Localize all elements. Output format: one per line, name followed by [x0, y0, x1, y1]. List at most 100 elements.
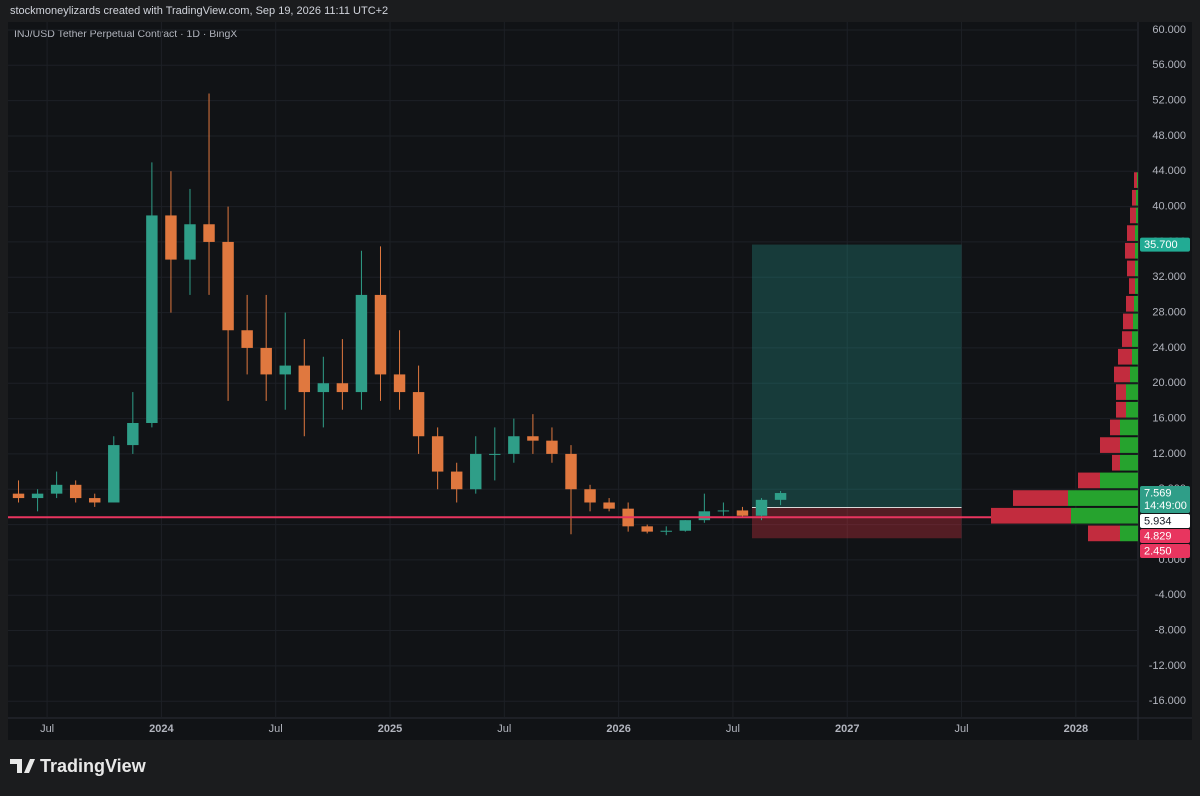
candle-body	[355, 294, 368, 393]
volume-down	[991, 507, 1071, 524]
chart-area	[8, 22, 1192, 740]
price-label-bg	[1140, 514, 1190, 529]
candle-body	[31, 493, 44, 499]
candle-body	[374, 294, 387, 375]
candle-body	[241, 330, 253, 348]
volume-up	[1130, 366, 1138, 383]
logo: TradingView	[10, 756, 147, 776]
volume-down	[1088, 525, 1120, 542]
candle-body	[717, 510, 730, 512]
x-tick-label: Jul	[269, 723, 283, 735]
candle-body	[298, 365, 311, 393]
candle-body	[260, 347, 272, 375]
volume-down	[1127, 260, 1135, 277]
x-tick-label: 2025	[378, 723, 402, 735]
candle-body	[184, 224, 196, 260]
price-label: 35.700	[1144, 239, 1178, 251]
y-tick-label: -16.000	[1149, 695, 1186, 707]
volume-up	[1136, 207, 1138, 224]
price-label-bg	[1140, 544, 1190, 559]
x-tick-label: 2026	[606, 723, 630, 735]
volume-up	[1071, 507, 1138, 524]
candle-body	[584, 489, 596, 503]
volume-up	[1120, 454, 1138, 471]
y-tick-label: 12.000	[1152, 448, 1186, 460]
y-tick-label: 60.000	[1152, 24, 1186, 36]
x-tick-label: Jul	[497, 723, 511, 735]
volume-down	[1100, 437, 1120, 453]
y-tick-label: 28.000	[1152, 306, 1186, 318]
candle-body	[50, 484, 63, 494]
volume-up	[1135, 225, 1138, 241]
candle-body	[698, 511, 711, 521]
y-tick-label: 48.000	[1152, 130, 1186, 142]
candle-body	[641, 526, 653, 532]
volume-down	[1114, 366, 1130, 383]
y-tick-label: 32.000	[1152, 271, 1186, 283]
candle-body	[222, 241, 234, 331]
y-tick-label: -12.000	[1149, 660, 1186, 672]
volume-down	[1116, 384, 1126, 400]
candle-body	[203, 224, 215, 242]
y-tick-label: 56.000	[1152, 59, 1186, 71]
y-tick-label: 44.000	[1152, 165, 1186, 177]
volume-down	[1129, 278, 1135, 294]
volume-up	[1126, 401, 1138, 418]
volume-down	[1118, 348, 1132, 365]
volume-down	[1122, 331, 1132, 347]
candle-body	[317, 383, 330, 393]
y-tick-label: 16.000	[1152, 412, 1186, 424]
volume-up	[1137, 172, 1138, 188]
position-profit-zone	[751, 244, 962, 508]
volume-down	[1123, 313, 1133, 330]
position-loss-zone	[751, 507, 962, 539]
volume-down	[1127, 225, 1135, 241]
candle-body	[774, 493, 787, 500]
candle-body	[336, 383, 349, 393]
chart-title: INJ/USD Tether Perpetual Contract · 1D ·…	[14, 28, 237, 40]
volume-up	[1120, 419, 1138, 436]
price-label: 4.829	[1144, 530, 1172, 542]
volume-down	[1134, 172, 1137, 188]
volume-down	[1112, 454, 1120, 471]
countdown: 14:49:00	[1144, 500, 1187, 512]
volume-up	[1134, 295, 1138, 312]
volume-up	[1136, 189, 1138, 206]
volume-up	[1132, 331, 1138, 347]
x-tick-label: Jul	[955, 723, 969, 735]
price-label-bg	[1140, 237, 1190, 252]
volume-up	[1135, 242, 1138, 259]
volume-down	[1130, 207, 1136, 224]
y-tick-label: 20.000	[1152, 377, 1186, 389]
volume-up	[1068, 490, 1138, 506]
price-label-bg	[1140, 529, 1190, 544]
volume-up	[1120, 525, 1138, 542]
candle-body	[546, 440, 558, 454]
volume-up	[1126, 384, 1138, 400]
volume-down	[1116, 401, 1126, 418]
x-tick-label: Jul	[40, 723, 54, 735]
candle-body	[165, 215, 177, 260]
candle-body	[736, 510, 749, 516]
candle-body	[12, 493, 25, 499]
volume-up	[1132, 348, 1138, 365]
candle-body	[89, 498, 101, 503]
x-tick-label: Jul	[726, 723, 740, 735]
price-label-bg	[1140, 486, 1190, 514]
candle-body	[470, 453, 482, 490]
price-label: 2.450	[1144, 545, 1172, 557]
y-tick-label: 52.000	[1152, 95, 1186, 107]
x-tick-label: 2024	[149, 723, 174, 735]
candle-body	[565, 453, 577, 490]
y-tick-label: 40.000	[1152, 201, 1186, 213]
candle-body	[603, 502, 615, 509]
logo-icon	[10, 759, 35, 773]
candle-body	[489, 453, 501, 455]
price-label: 5.934	[1144, 515, 1172, 527]
candle-body	[108, 445, 120, 503]
volume-up	[1120, 437, 1138, 453]
attribution: stockmoneylizards created with TradingVi…	[10, 5, 388, 17]
x-tick-label: 2027	[835, 723, 859, 735]
